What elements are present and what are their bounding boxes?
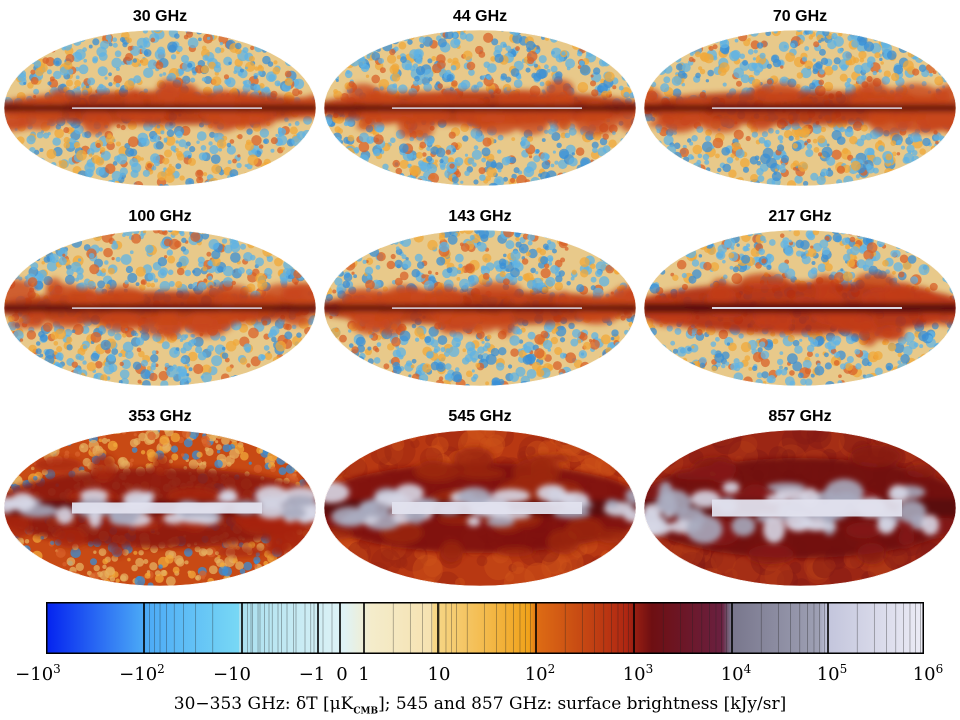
map-title-143ghz: 143 GHz [448,208,512,225]
colorbar-tick-label: −103 [15,662,61,685]
map-title-217ghz: 217 GHz [768,208,832,225]
colorbar-tick-label: −102 [119,662,165,685]
colorbar-tick-label: 1 [358,664,370,685]
sky-map-353ghz [3,429,317,587]
map-title-44ghz: 44 GHz [452,8,508,25]
colorbar-tick-label: 106 [912,662,944,685]
map-title-30ghz: 30 GHz [132,8,188,25]
sky-map-545ghz [323,429,637,587]
colorbar-tick-label: 104 [720,662,752,685]
sky-map-100ghz [3,229,317,387]
map-title-857ghz: 857 GHz [768,408,832,425]
colorbar-tick-label: 103 [622,662,654,685]
map-title-545ghz: 545 GHz [448,408,512,425]
sky-map-217ghz [643,229,957,387]
colorbar-tick-label: −10 [213,664,251,685]
colorbar-tick-label: 105 [816,662,848,685]
colorbar-tick-label: 0 [336,664,348,685]
map-title-70ghz: 70 GHz [772,8,828,25]
sky-map-70ghz [643,29,957,187]
map-title-353ghz: 353 GHz [128,408,192,425]
sky-map-30ghz [3,29,317,187]
sky-map-143ghz [323,229,637,387]
sky-map-44ghz [323,29,637,187]
colorbar-caption: 30−353 GHz: δT [μKCMB]; 545 and 857 GHz:… [173,694,787,717]
colorbar-tick-label: 102 [524,662,556,685]
colorbar-tick-label: −1 [298,664,326,685]
map-title-100ghz: 100 GHz [128,208,192,225]
colorbar-tick-label: 10 [427,664,451,685]
colorbar [46,602,924,654]
sky-map-857ghz [643,429,957,587]
